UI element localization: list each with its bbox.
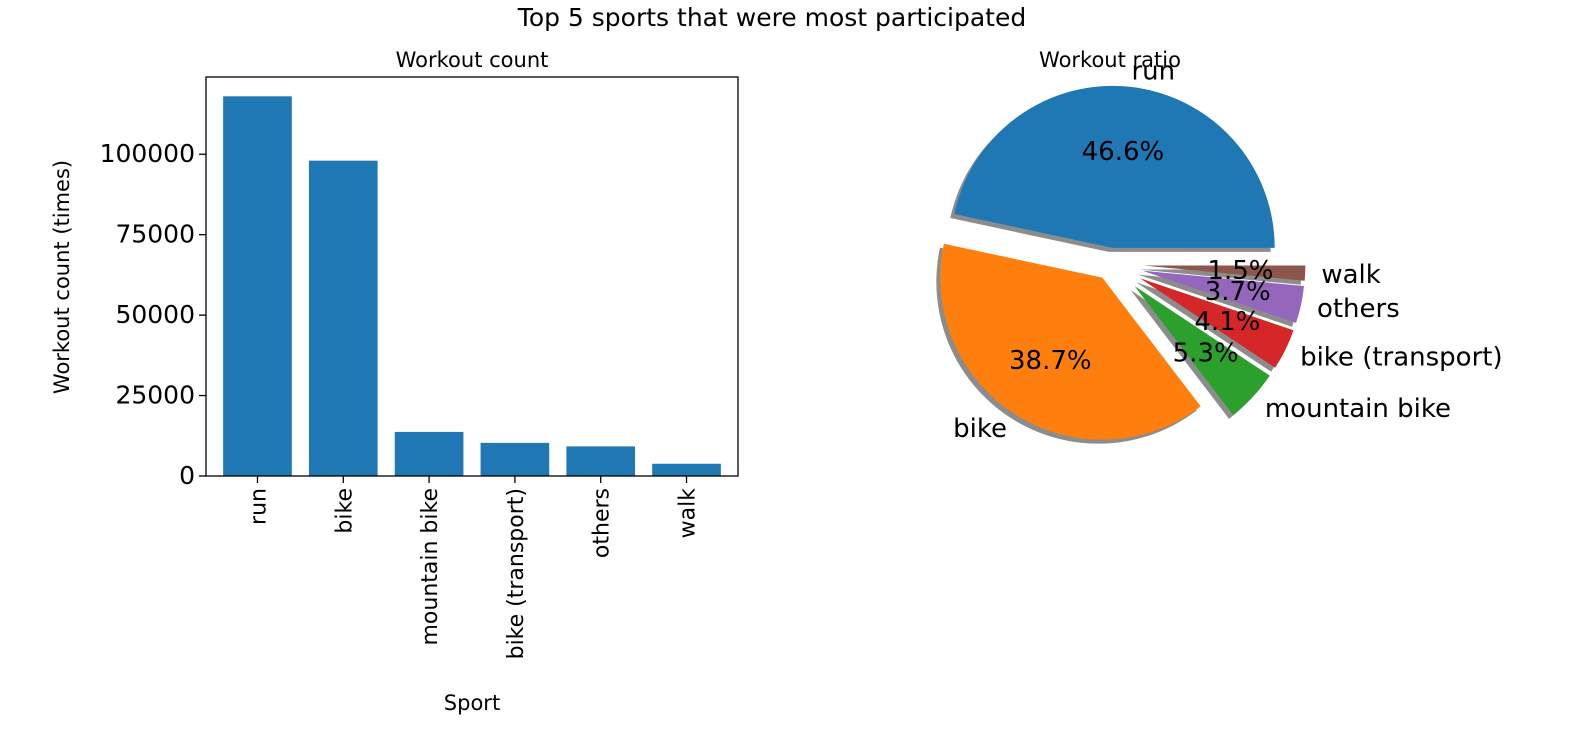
pie-pct-bike: 38.7% xyxy=(1009,346,1092,376)
bar-run xyxy=(223,96,292,476)
pie-plot-area: run 46.6% bike 38.7% mountain bike 5.3% bike (… xyxy=(936,57,1503,444)
pie-label-walk: walk xyxy=(1321,260,1380,290)
pie-chart-title: Workout ratio xyxy=(1039,48,1181,72)
bar-others xyxy=(566,446,636,476)
bar-chart-ylabel: Workout count (times) xyxy=(50,160,74,394)
pie-pct-mountain-bike: 5.3% xyxy=(1173,338,1239,368)
pie-label-others: others xyxy=(1317,294,1400,324)
x-tick-label: bike xyxy=(332,488,357,534)
bar-chart-title: Workout count xyxy=(396,48,549,72)
pie-slice-mountain-bike xyxy=(1134,286,1270,415)
pie-pct-walk: 1.5% xyxy=(1207,256,1273,286)
pie-label-bike: bike xyxy=(953,414,1007,444)
pie-slice-run xyxy=(954,85,1275,248)
pie-label-bike-transport-: bike (transport) xyxy=(1300,343,1503,373)
pie-chart: Workout ratio run 46.6% bike 38.7% mountain … xyxy=(936,48,1503,444)
x-tick-label: mountain bike xyxy=(418,488,443,646)
y-tick-label: 75000 xyxy=(115,220,195,249)
pie-pct-run: 46.6% xyxy=(1082,137,1165,167)
pie-slice-bike-transport- xyxy=(1140,278,1294,368)
pie-slice-bike xyxy=(940,243,1201,440)
x-tick-label: bike (transport) xyxy=(504,488,529,659)
pie-pct-bike-transport-: 4.1% xyxy=(1194,307,1260,337)
bar-bike-transport- xyxy=(480,442,550,476)
bar-plot-area: 0 25000 50000 75000 100000 run bike mountain bi… xyxy=(100,96,721,659)
y-tick-label: 50000 xyxy=(115,300,195,329)
bar-chart-xlabel: Sport xyxy=(444,691,500,715)
x-tick-label: others xyxy=(590,488,615,558)
pie-pct-others: 3.7% xyxy=(1205,277,1271,307)
pie-slice-walk xyxy=(1143,265,1306,281)
y-tick-label: 0 xyxy=(179,461,195,490)
pie-slice-others xyxy=(1142,270,1304,323)
pie-label-run: run xyxy=(1131,57,1175,87)
bar-mountain-bike xyxy=(394,431,464,476)
y-tick-label: 100000 xyxy=(100,139,195,168)
x-tick-label: run xyxy=(246,488,271,525)
y-tick-label: 25000 xyxy=(115,381,195,410)
bar-walk xyxy=(652,463,721,476)
bar-axes-frame xyxy=(205,76,739,477)
pie-label-mountain-bike: mountain bike xyxy=(1265,394,1451,424)
figure-suptitle: Top 5 sports that were most participated xyxy=(517,3,1026,32)
bar-chart: Workout count 0 25000 50000 75000 100000 run b… xyxy=(50,48,739,715)
x-tick-label: walk xyxy=(676,488,701,539)
bar-bike xyxy=(308,160,378,476)
